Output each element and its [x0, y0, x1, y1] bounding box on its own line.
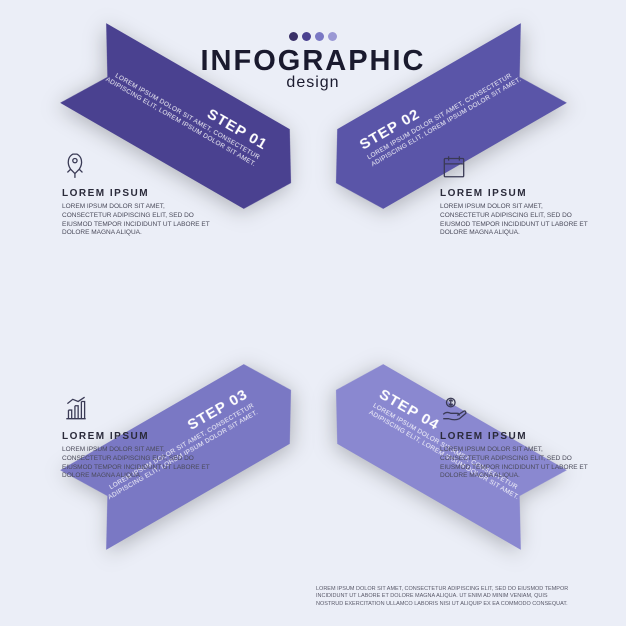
infographic-stage: STEP 01LOREM IPSUM DOLOR SIT AMET, CONSE… [0, 0, 626, 626]
card-title: LOREM IPSUM [62, 431, 212, 442]
card-body: LOREM IPSUM DOLOR SIT AMET, CONSECTETUR … [62, 446, 212, 481]
card-01: LOREM IPSUM LOREM IPSUM DOLOR SIT AMET, … [62, 152, 212, 238]
card-03: LOREM IPSUM LOREM IPSUM DOLOR SIT AMET, … [62, 395, 212, 481]
card-02: LOREM IPSUM LOREM IPSUM DOLOR SIT AMET, … [440, 152, 590, 238]
card-title: LOREM IPSUM [440, 431, 590, 442]
money-hand-icon [440, 395, 590, 425]
card-04: LOREM IPSUM LOREM IPSUM DOLOR SIT AMET, … [440, 395, 590, 481]
footer-text: LOREM IPSUM DOLOR SIT AMET, CONSECTETUR … [316, 586, 576, 608]
calendar-icon [440, 152, 590, 182]
card-body: LOREM IPSUM DOLOR SIT AMET, CONSECTETUR … [440, 446, 590, 481]
card-title: LOREM IPSUM [440, 188, 590, 199]
barchart-icon [62, 395, 212, 425]
card-body: LOREM IPSUM DOLOR SIT AMET, CONSECTETUR … [440, 203, 590, 238]
rocket-icon [62, 152, 212, 182]
card-body: LOREM IPSUM DOLOR SIT AMET, CONSECTETUR … [62, 203, 212, 238]
card-title: LOREM IPSUM [62, 188, 212, 199]
